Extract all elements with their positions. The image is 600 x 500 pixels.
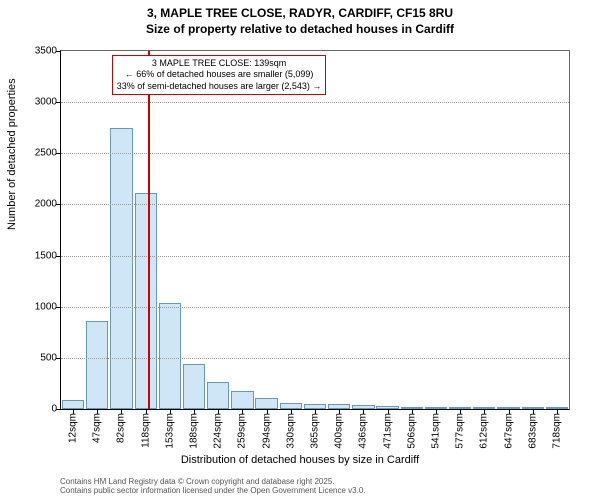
xtick-label: 506sqm xyxy=(406,409,417,449)
ytick-label: 500 xyxy=(17,352,61,363)
xtick-label: 683sqm xyxy=(527,409,538,449)
gridline xyxy=(61,102,569,103)
xtick-label: 436sqm xyxy=(358,409,369,449)
callout-line-2: ← 66% of detached houses are smaller (5,… xyxy=(117,69,322,80)
xtick-label: 188sqm xyxy=(189,409,200,449)
gridline xyxy=(61,204,569,205)
histogram-plot: 050010001500200025003000350012sqm47sqm82… xyxy=(60,50,570,410)
callout-line-1: 3 MAPLE TREE CLOSE: 139sqm xyxy=(117,58,322,69)
footer-line-1: Contains HM Land Registry data © Crown c… xyxy=(60,477,366,487)
attribution-footer: Contains HM Land Registry data © Crown c… xyxy=(60,477,366,496)
callout-line-3: 33% of semi-detached houses are larger (… xyxy=(117,81,322,92)
gridline xyxy=(61,256,569,257)
xtick-label: 153sqm xyxy=(164,409,175,449)
chart-title: 3, MAPLE TREE CLOSE, RADYR, CARDIFF, CF1… xyxy=(0,0,600,37)
xtick-label: 224sqm xyxy=(213,409,224,449)
gridline xyxy=(61,153,569,154)
bars-container xyxy=(61,51,569,409)
xtick-label: 612sqm xyxy=(479,409,490,449)
ytick-label: 3500 xyxy=(17,46,61,57)
gridline xyxy=(61,358,569,359)
title-line-2: Size of property relative to detached ho… xyxy=(0,22,600,38)
histogram-bar xyxy=(207,382,229,409)
gridline xyxy=(61,307,569,308)
property-callout: 3 MAPLE TREE CLOSE: 139sqm← 66% of detac… xyxy=(112,55,327,95)
xtick-label: 259sqm xyxy=(237,409,248,449)
x-axis-label: Distribution of detached houses by size … xyxy=(0,454,600,466)
footer-line-2: Contains public sector information licen… xyxy=(60,486,366,496)
histogram-bar xyxy=(183,364,205,409)
xtick-label: 541sqm xyxy=(430,409,441,449)
title-line-1: 3, MAPLE TREE CLOSE, RADYR, CARDIFF, CF1… xyxy=(0,6,600,22)
xtick-label: 118sqm xyxy=(140,409,151,448)
ytick-label: 1500 xyxy=(17,250,61,261)
property-marker-line xyxy=(148,51,150,409)
ytick-label: 1000 xyxy=(17,301,61,312)
histogram-bar xyxy=(62,400,84,409)
xtick-label: 577sqm xyxy=(455,409,466,449)
ytick-label: 2500 xyxy=(17,148,61,159)
histogram-bar xyxy=(255,398,277,409)
ytick-label: 3000 xyxy=(17,97,61,108)
histogram-bar xyxy=(231,391,253,409)
xtick-label: 12sqm xyxy=(68,409,79,443)
xtick-label: 47sqm xyxy=(92,409,103,443)
xtick-label: 294sqm xyxy=(261,409,272,449)
histogram-bar xyxy=(135,193,157,409)
histogram-bar xyxy=(110,128,132,409)
ytick-label: 2000 xyxy=(17,199,61,210)
xtick-label: 718sqm xyxy=(551,409,562,449)
ytick-label: 0 xyxy=(17,404,61,415)
xtick-label: 365sqm xyxy=(310,409,321,449)
xtick-label: 471sqm xyxy=(382,409,393,449)
xtick-label: 330sqm xyxy=(285,409,296,449)
xtick-label: 82sqm xyxy=(116,409,127,443)
xtick-label: 647sqm xyxy=(503,409,514,449)
histogram-bar xyxy=(159,303,181,409)
xtick-label: 400sqm xyxy=(334,409,345,449)
histogram-bar xyxy=(86,321,108,409)
